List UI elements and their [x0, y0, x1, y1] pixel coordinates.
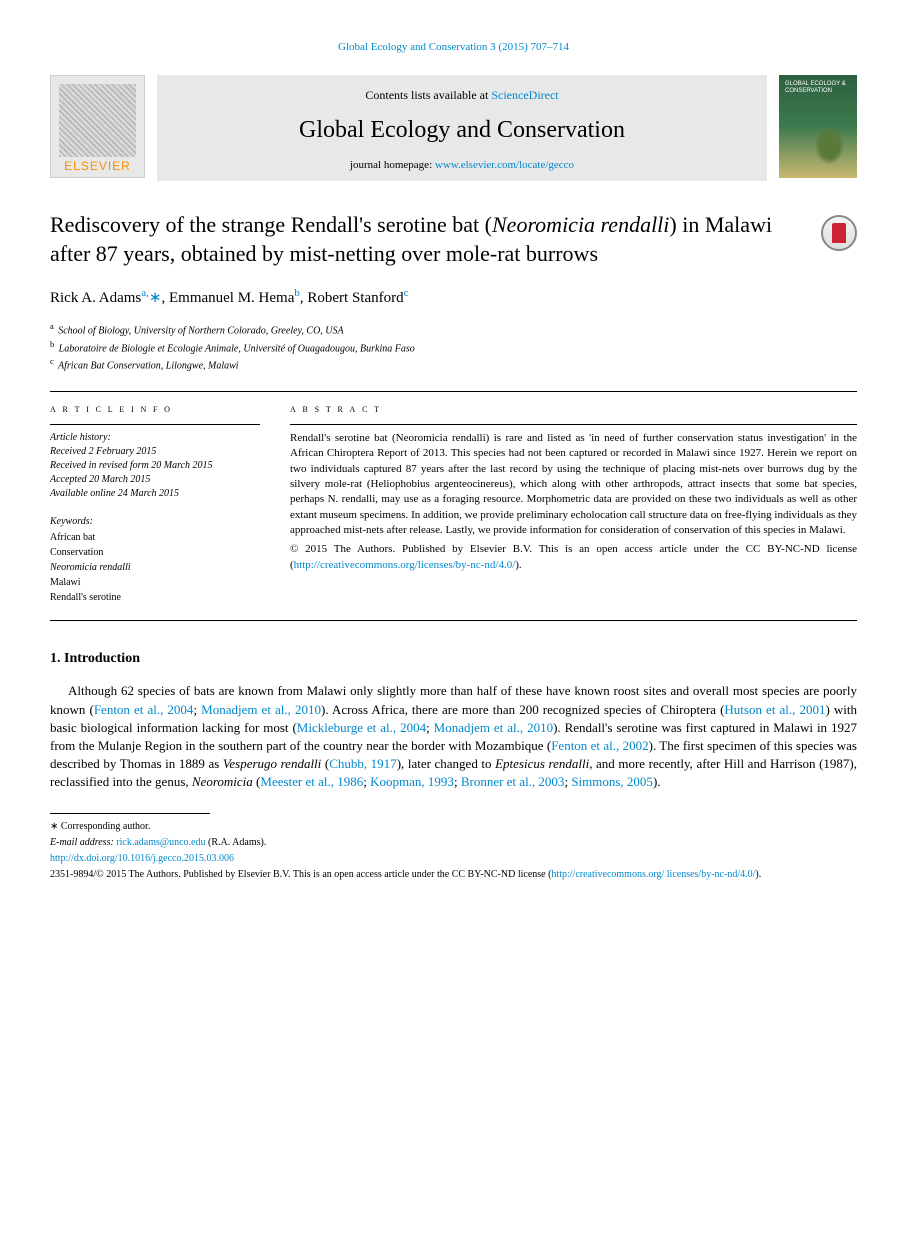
doi-link[interactable]: http://dx.doi.org/10.1016/j.gecco.2015.0… [50, 853, 234, 864]
keywords-heading: Keywords: [50, 515, 260, 529]
footnote-divider [50, 813, 210, 814]
journal-name: Global Ecology and Conservation [299, 114, 625, 148]
divider [50, 391, 857, 392]
license-link[interactable]: http://creativecommons.org/licenses/by-n… [294, 559, 516, 571]
abstract-text: Rendall's serotine bat (Neoromicia renda… [290, 431, 857, 539]
sciencedirect-link[interactable]: ScienceDirect [491, 88, 558, 102]
email-link[interactable]: rick.adams@unco.edu [116, 837, 205, 848]
journal-homepage: journal homepage: www.elsevier.com/locat… [350, 158, 574, 173]
elsevier-logo[interactable]: ELSEVIER [50, 75, 145, 178]
abstract-copyright: © 2015 The Authors. Published by Elsevie… [290, 542, 857, 573]
elsevier-tree-icon [59, 84, 136, 157]
section-heading: 1. Introduction [50, 649, 857, 669]
journal-cover[interactable]: GLOBAL ECOLOGY & CONSERVATION [779, 75, 857, 178]
affiliations: a School of Biology, University of North… [50, 321, 857, 373]
journal-header: ELSEVIER Contents lists available at Sci… [50, 75, 857, 181]
crossmark-icon[interactable] [821, 215, 857, 251]
gecko-icon [812, 123, 847, 168]
article-title: Rediscovery of the strange Rendall's ser… [50, 211, 857, 268]
abstract: a b s t r a c t Rendall's serotine bat (… [290, 402, 857, 605]
citation-header: Global Ecology and Conservation 3 (2015)… [50, 40, 857, 55]
abstract-heading: a b s t r a c t [290, 402, 857, 417]
cover-title: GLOBAL ECOLOGY & CONSERVATION [785, 81, 851, 94]
divider [50, 620, 857, 621]
article-info: a r t i c l e i n f o Article history:Re… [50, 402, 260, 605]
email-line: E-mail address: rick.adams@unco.edu (R.A… [50, 836, 857, 850]
contents-available: Contents lists available at ScienceDirec… [365, 87, 558, 104]
license-foot-link2[interactable]: licenses/by-nc-nd/4.0/ [667, 869, 756, 880]
doi-line: http://dx.doi.org/10.1016/j.gecco.2015.0… [50, 852, 857, 866]
info-heading: a r t i c l e i n f o [50, 402, 260, 417]
corresponding-author: ∗ Corresponding author. [50, 820, 857, 834]
issn-copyright: 2351-9894/© 2015 The Authors. Published … [50, 868, 761, 882]
journal-info-box: Contents lists available at ScienceDirec… [157, 75, 767, 181]
license-foot-link[interactable]: http://creativecommons.org/ [551, 869, 664, 880]
authors: Rick A. Adamsa,∗, Emmanuel M. Hemab, Rob… [50, 286, 857, 309]
homepage-link[interactable]: www.elsevier.com/locate/gecco [435, 159, 574, 171]
elsevier-text: ELSEVIER [64, 158, 131, 175]
introduction-body: Although 62 species of bats are known fr… [50, 682, 857, 791]
footnotes: ∗ Corresponding author. E-mail address: … [50, 820, 857, 882]
